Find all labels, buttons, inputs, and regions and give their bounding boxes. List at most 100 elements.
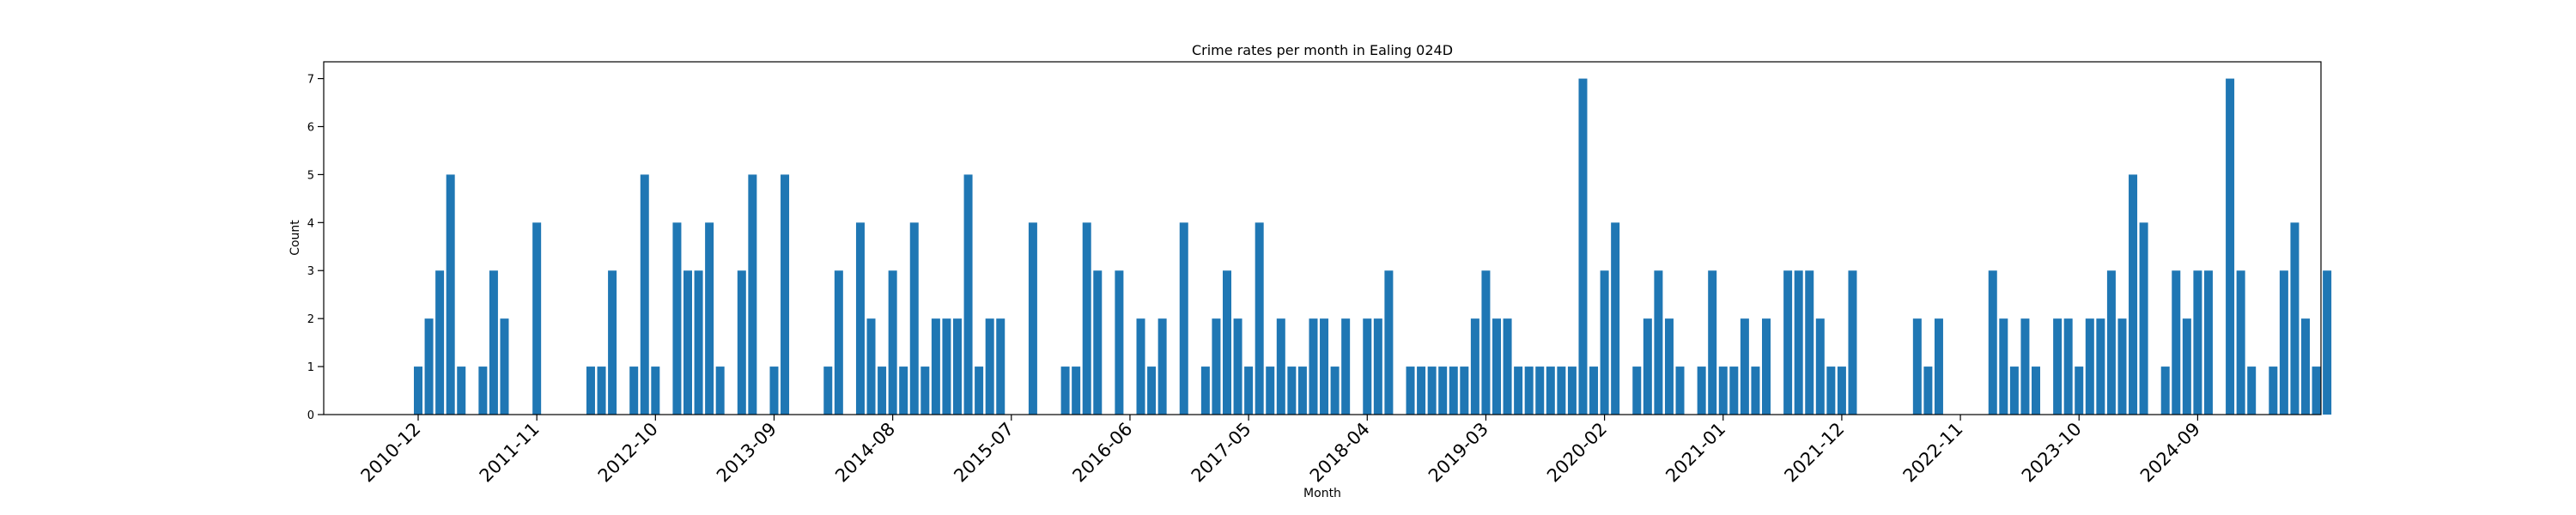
x-tick-label: 2013-09 bbox=[713, 419, 781, 487]
bar bbox=[1028, 222, 1037, 415]
x-tick-label: 2014-08 bbox=[831, 419, 899, 487]
bar bbox=[1460, 367, 1469, 415]
bar bbox=[866, 318, 876, 415]
x-tick-label: 2011-11 bbox=[476, 419, 544, 487]
y-tick-label: 0 bbox=[307, 409, 314, 422]
bar bbox=[1200, 367, 1210, 415]
bar bbox=[457, 367, 466, 415]
bar bbox=[1912, 318, 1922, 415]
bar bbox=[769, 367, 779, 415]
bar bbox=[683, 270, 692, 415]
bar bbox=[2032, 367, 2040, 415]
bar bbox=[1276, 318, 1285, 415]
x-tick-label: 2023-10 bbox=[2018, 419, 2086, 487]
bar bbox=[1287, 367, 1297, 415]
bar bbox=[1341, 318, 1351, 415]
bar bbox=[435, 270, 445, 415]
bar bbox=[1212, 318, 1221, 415]
bar bbox=[651, 367, 660, 415]
x-tick-label: 2018-04 bbox=[1306, 419, 1374, 487]
bar bbox=[1751, 367, 1760, 415]
bar bbox=[2182, 318, 2191, 415]
y-axis-label: Count bbox=[289, 220, 302, 256]
bar bbox=[1363, 318, 1372, 415]
bar bbox=[1449, 367, 1458, 415]
plot-frame bbox=[323, 61, 2322, 415]
bar bbox=[1837, 367, 1846, 415]
bar bbox=[1675, 367, 1685, 415]
bar bbox=[2301, 318, 2310, 415]
bar bbox=[1503, 318, 1512, 415]
bar bbox=[2106, 270, 2116, 415]
x-tick-label: 2021-12 bbox=[1780, 419, 1848, 487]
bar bbox=[2203, 270, 2213, 415]
bar bbox=[705, 222, 714, 415]
bar bbox=[737, 270, 746, 415]
bar bbox=[1470, 318, 1479, 415]
bar bbox=[1664, 318, 1674, 415]
bar bbox=[953, 318, 962, 415]
bar bbox=[888, 270, 897, 415]
bar bbox=[1309, 318, 1318, 415]
bar bbox=[2279, 270, 2288, 415]
x-tick-label: 2022-11 bbox=[1899, 419, 1967, 487]
bar bbox=[1384, 270, 1394, 415]
bar bbox=[2312, 367, 2321, 415]
bar bbox=[1481, 270, 1491, 415]
bar bbox=[424, 318, 434, 415]
bars-group bbox=[414, 78, 2332, 415]
bar bbox=[1578, 78, 1588, 415]
bar bbox=[899, 367, 908, 415]
bar bbox=[878, 367, 887, 415]
bar bbox=[1417, 367, 1426, 415]
bar bbox=[1093, 270, 1103, 415]
bar bbox=[2226, 78, 2235, 415]
x-axis-label: Month bbox=[1303, 487, 1341, 500]
bar bbox=[1783, 270, 1793, 415]
bar bbox=[597, 367, 606, 415]
bar bbox=[1072, 367, 1081, 415]
bar bbox=[2117, 318, 2127, 415]
bar bbox=[1708, 270, 1717, 415]
x-tick-label: 2016-06 bbox=[1068, 419, 1136, 487]
x-tick-label: 2012-10 bbox=[594, 419, 662, 487]
x-tick-label: 2021-01 bbox=[1662, 419, 1729, 487]
bar bbox=[2236, 270, 2245, 415]
bar bbox=[1557, 367, 1566, 415]
bar bbox=[1611, 222, 1620, 415]
bar bbox=[748, 174, 757, 415]
bar bbox=[489, 270, 498, 415]
bar bbox=[942, 318, 951, 415]
bar bbox=[1815, 318, 1825, 415]
bar bbox=[855, 222, 865, 415]
bar bbox=[2323, 270, 2332, 415]
x-tick-label: 2020-02 bbox=[1543, 419, 1611, 487]
bar bbox=[694, 270, 703, 415]
bar bbox=[1999, 318, 2008, 415]
bar bbox=[2085, 318, 2094, 415]
bar bbox=[532, 222, 542, 415]
bar bbox=[1654, 270, 1663, 415]
x-tick-label: 2015-07 bbox=[950, 419, 1018, 487]
bar bbox=[2129, 174, 2138, 415]
bar bbox=[2160, 367, 2170, 415]
bar bbox=[640, 174, 649, 415]
bar bbox=[715, 367, 725, 415]
bar bbox=[2053, 318, 2063, 415]
bar bbox=[1244, 367, 1254, 415]
bar bbox=[2290, 222, 2300, 415]
bar bbox=[1136, 318, 1145, 415]
bar bbox=[1514, 367, 1523, 415]
bar bbox=[2096, 318, 2105, 415]
bar bbox=[1373, 318, 1382, 415]
bar bbox=[1492, 318, 1501, 415]
bar bbox=[1233, 318, 1242, 415]
bar bbox=[985, 318, 994, 415]
bar bbox=[1179, 222, 1188, 415]
bar bbox=[1330, 367, 1340, 415]
bar bbox=[1320, 318, 1329, 415]
bar bbox=[975, 367, 984, 415]
bar bbox=[920, 367, 930, 415]
bar bbox=[1923, 367, 1933, 415]
